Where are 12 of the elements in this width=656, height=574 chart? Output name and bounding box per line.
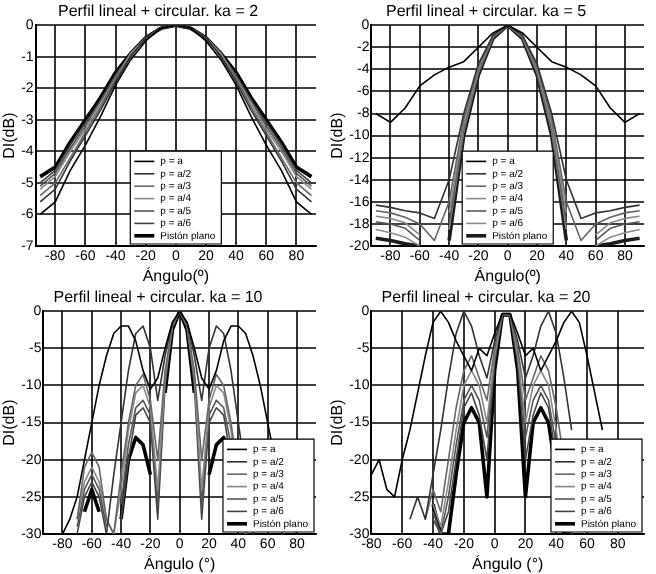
chart-title: Perfil lineal + circular. ka = 10: [53, 288, 264, 307]
chart-title: Perfil lineal + circular. ka = 2: [57, 2, 260, 21]
x-axis-title: Ángulo(º): [474, 266, 542, 285]
x-axis-title: Ángulo (°): [144, 554, 217, 573]
y-axis-title: DI(dB): [328, 398, 347, 446]
chart-title: Perfil lineal + circular. ka = 5: [385, 2, 588, 21]
chart-title: Perfil lineal + circular. ka = 20: [381, 288, 592, 307]
x-axis-title: Ángulo(º): [142, 266, 210, 285]
x-axis-title: Ángulo (°): [472, 554, 545, 573]
y-axis-title: DI(dB): [0, 111, 19, 159]
y-axis-title: DI(dB): [328, 111, 347, 159]
y-axis-title: DI(dB): [0, 398, 19, 446]
